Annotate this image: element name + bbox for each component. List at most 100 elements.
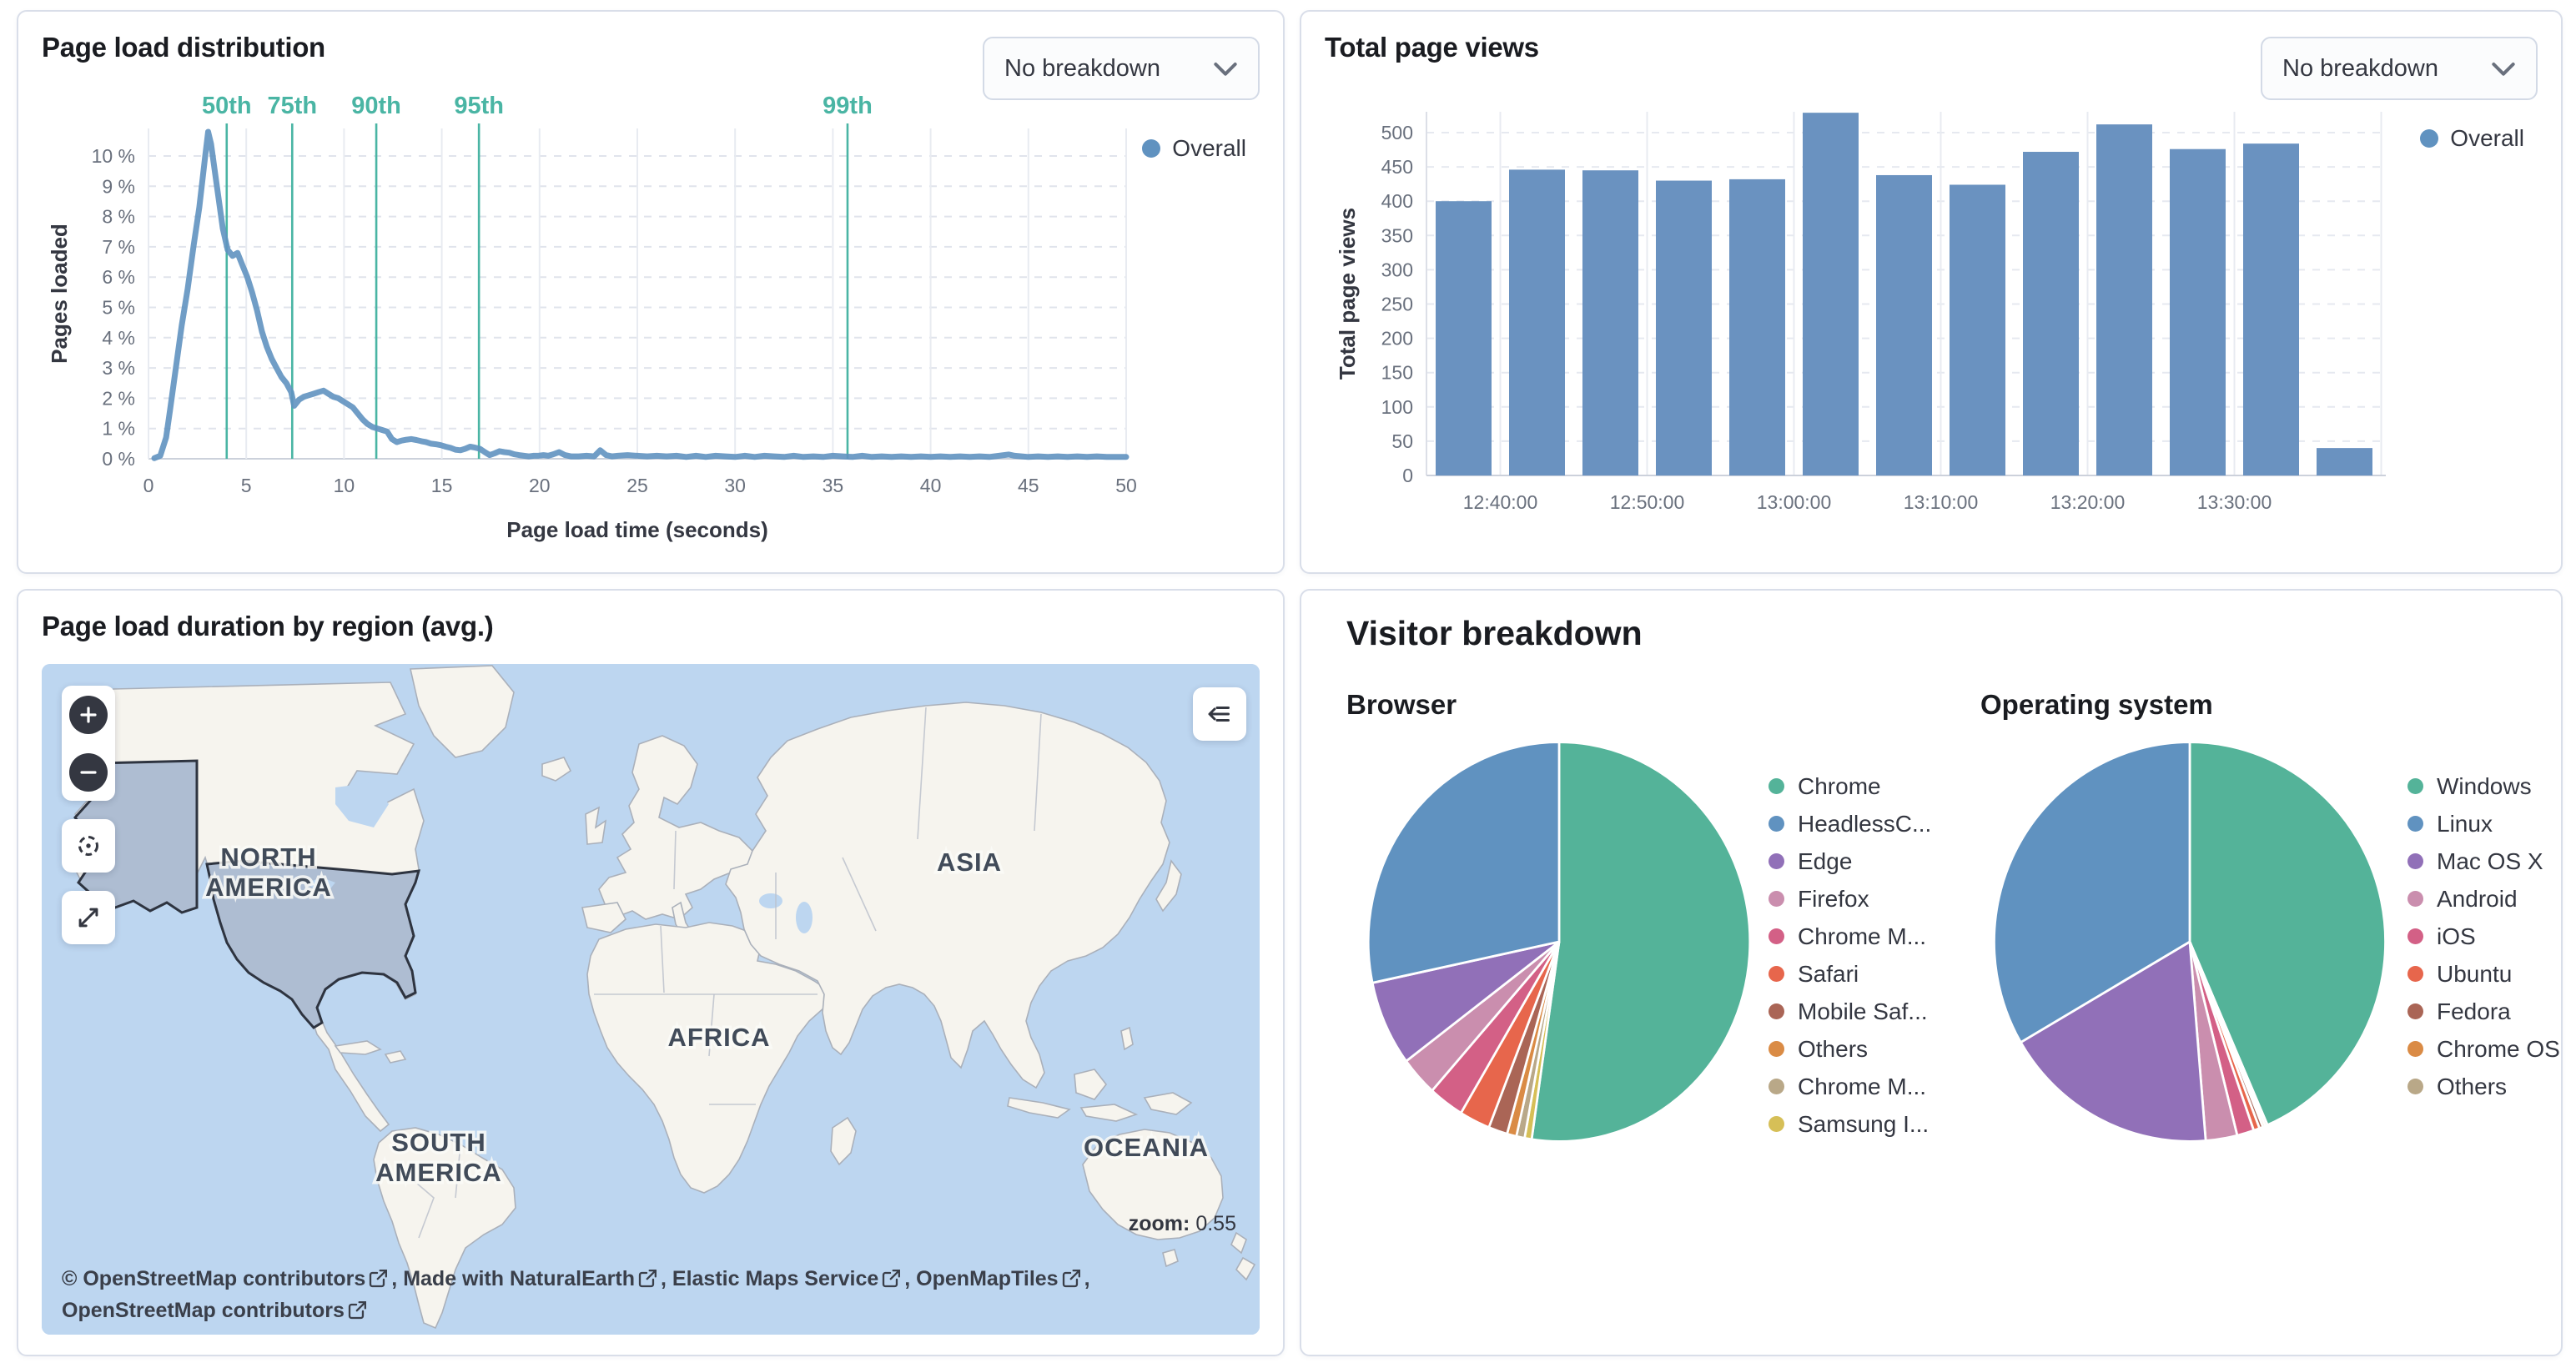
os-chart-title: Operating system xyxy=(1980,689,2213,720)
pie-slice-headlessc-[interactable] xyxy=(1366,741,1561,984)
svg-text:250: 250 xyxy=(1381,294,1413,315)
svg-text:8 %: 8 % xyxy=(102,206,135,228)
legend-dot xyxy=(1768,853,1784,869)
bar-8 xyxy=(2023,152,2079,476)
legend-label: Android xyxy=(2437,885,2518,912)
bar-1 xyxy=(1509,169,1565,475)
legend-label: Chrome M... xyxy=(1798,923,1927,949)
bar-2 xyxy=(1582,170,1638,475)
legend-item[interactable]: Android xyxy=(2407,880,2560,918)
legend-label: Samsung I... xyxy=(1798,1110,1929,1137)
legend-item[interactable]: Windows xyxy=(2407,767,2560,805)
svg-text:350: 350 xyxy=(1381,224,1413,246)
svg-text:40: 40 xyxy=(920,475,942,496)
svg-text:7 %: 7 % xyxy=(102,236,135,258)
pie-slice-chrome[interactable] xyxy=(1530,741,1752,1143)
bar-11 xyxy=(2243,143,2299,476)
browser-pie-legend: Chrome HeadlessC... Edge Firefox Chrome M...… xyxy=(1768,767,1931,1143)
world-map: NORTHAMERICAASIAAFRICASOUTHAMERICAOCEANI… xyxy=(42,664,1260,1335)
legend-label: Chrome M... xyxy=(1798,1073,1927,1099)
x-axis-title: Page load time (seconds) xyxy=(506,517,768,542)
legend-item[interactable]: Fedora xyxy=(2407,993,2560,1030)
attribution-link[interactable]: , OpenMapTiles xyxy=(904,1267,1059,1290)
legend-dot xyxy=(2407,1003,2423,1019)
attribution-link[interactable]: © OpenStreetMap contributors xyxy=(62,1267,366,1290)
svg-text:1 %: 1 % xyxy=(102,418,135,440)
legend-item[interactable]: Chrome M... xyxy=(1768,918,1931,955)
legend-item[interactable]: Safari xyxy=(1768,955,1931,993)
map-label: ASIA xyxy=(937,847,1002,877)
legend-dot xyxy=(1768,816,1784,832)
legend-item[interactable]: Mac OS X xyxy=(2407,842,2560,880)
bar-chart: 0 50 100 150 200 250 300 350 400 450 500 12:40:00 12… xyxy=(1335,112,2386,513)
expand-diagonal-icon xyxy=(78,908,98,928)
legend-item[interactable]: Linux xyxy=(2407,805,2560,842)
fit-to-bounds-button[interactable] xyxy=(62,819,115,873)
zoom-level-value: 0.55 xyxy=(1195,1212,1236,1235)
breakdown-select[interactable]: No breakdown xyxy=(2261,37,2538,100)
attribution-link[interactable]: , Made with NaturalEarth xyxy=(391,1267,636,1290)
legend-dot xyxy=(1768,1079,1784,1094)
legend-item[interactable]: HeadlessC... xyxy=(1768,805,1931,842)
breakdown-select[interactable]: No breakdown xyxy=(983,37,1260,100)
bar-10 xyxy=(2170,148,2226,475)
legend-item[interactable]: Ubuntu xyxy=(2407,955,2560,993)
legend-label: Edge xyxy=(1798,847,1853,874)
page-title: Page load duration by region (avg.) xyxy=(42,611,494,641)
legend-item[interactable]: iOS xyxy=(2407,918,2560,955)
legend-item[interactable]: Edge xyxy=(1768,842,1931,880)
bar-4 xyxy=(1729,179,1785,475)
legend-label: Others xyxy=(1798,1035,1869,1062)
os-pie-legend: Windows Linux Mac OS X Android iOS Ubuntu Fedo… xyxy=(2407,767,2560,1105)
svg-text:25: 25 xyxy=(626,475,648,496)
map-label: NORTH xyxy=(220,842,316,872)
legend-item-overall[interactable]: Overall xyxy=(1142,135,1246,162)
legend-item[interactable]: Chrome xyxy=(1768,767,1931,805)
legend-label: Linux xyxy=(2437,810,2493,837)
legend-item[interactable]: Mobile Saf... xyxy=(1768,993,1931,1030)
svg-text:10 %: 10 % xyxy=(92,145,135,167)
legend-item[interactable]: Others xyxy=(2407,1068,2560,1105)
pie-slice-linux[interactable] xyxy=(1993,741,2191,1044)
svg-text:50: 50 xyxy=(1391,430,1413,452)
attribution-link[interactable]: , Elastic Maps Service xyxy=(661,1267,879,1290)
legend-item[interactable]: Samsung I... xyxy=(1768,1105,1931,1143)
zoom-out-button[interactable] xyxy=(69,752,108,792)
legend-item[interactable]: Chrome M... xyxy=(1768,1068,1931,1105)
svg-text:0 %: 0 % xyxy=(102,448,135,470)
plus-icon xyxy=(80,706,97,723)
us-region-highlight xyxy=(205,859,421,1029)
legend-dot xyxy=(2407,778,2423,794)
legend-label: Chrome xyxy=(1798,772,1881,799)
page-title: Total page views xyxy=(1325,32,1539,63)
panel-total-page-views: Total page views No breakdown 0 50 100 150 2… xyxy=(1300,10,2563,574)
browser-chart-title: Browser xyxy=(1346,689,1457,720)
zoom-in-button[interactable] xyxy=(69,695,108,734)
legend-item-overall[interactable]: Overall xyxy=(2420,125,2524,152)
svg-text:12:50:00: 12:50:00 xyxy=(1610,491,1685,513)
svg-text:300: 300 xyxy=(1381,259,1413,280)
bar-5 xyxy=(1803,113,1859,476)
svg-text:3 %: 3 % xyxy=(102,357,135,379)
expand-map-button[interactable] xyxy=(62,891,115,944)
pie-slice-mac-os-x[interactable] xyxy=(2019,939,2207,1143)
legend-item[interactable]: Chrome OS xyxy=(2407,1030,2560,1068)
legend-dot xyxy=(2407,891,2423,907)
svg-text:5 %: 5 % xyxy=(102,297,135,319)
svg-text:50: 50 xyxy=(1115,475,1137,496)
y-axis-title: Pages loaded xyxy=(47,224,72,364)
legend-dot xyxy=(2407,1041,2423,1057)
legend-dot xyxy=(1768,1003,1784,1019)
map-canvas[interactable]: NORTH AMERICA ASIA AFRICA SOUTH AMERICA OCEANI… xyxy=(42,664,1260,1335)
map-label: OCEANIA xyxy=(1084,1133,1209,1162)
zoom-level-indicator: zoom: 0.55 xyxy=(1128,1212,1236,1235)
collapse-legend-button[interactable] xyxy=(1193,687,1246,741)
legend-item[interactable]: Others xyxy=(1768,1030,1931,1068)
legend-dot xyxy=(1768,778,1784,794)
legend-item[interactable]: Firefox xyxy=(1768,880,1931,918)
legend-label: Windows xyxy=(2437,772,2532,799)
svg-text:400: 400 xyxy=(1381,190,1413,212)
attribution-link[interactable]: , OpenStreetMap contributors xyxy=(62,1267,1090,1322)
pie-slice-windows[interactable] xyxy=(2188,741,2387,1127)
legend-label: Chrome OS xyxy=(2437,1035,2560,1062)
